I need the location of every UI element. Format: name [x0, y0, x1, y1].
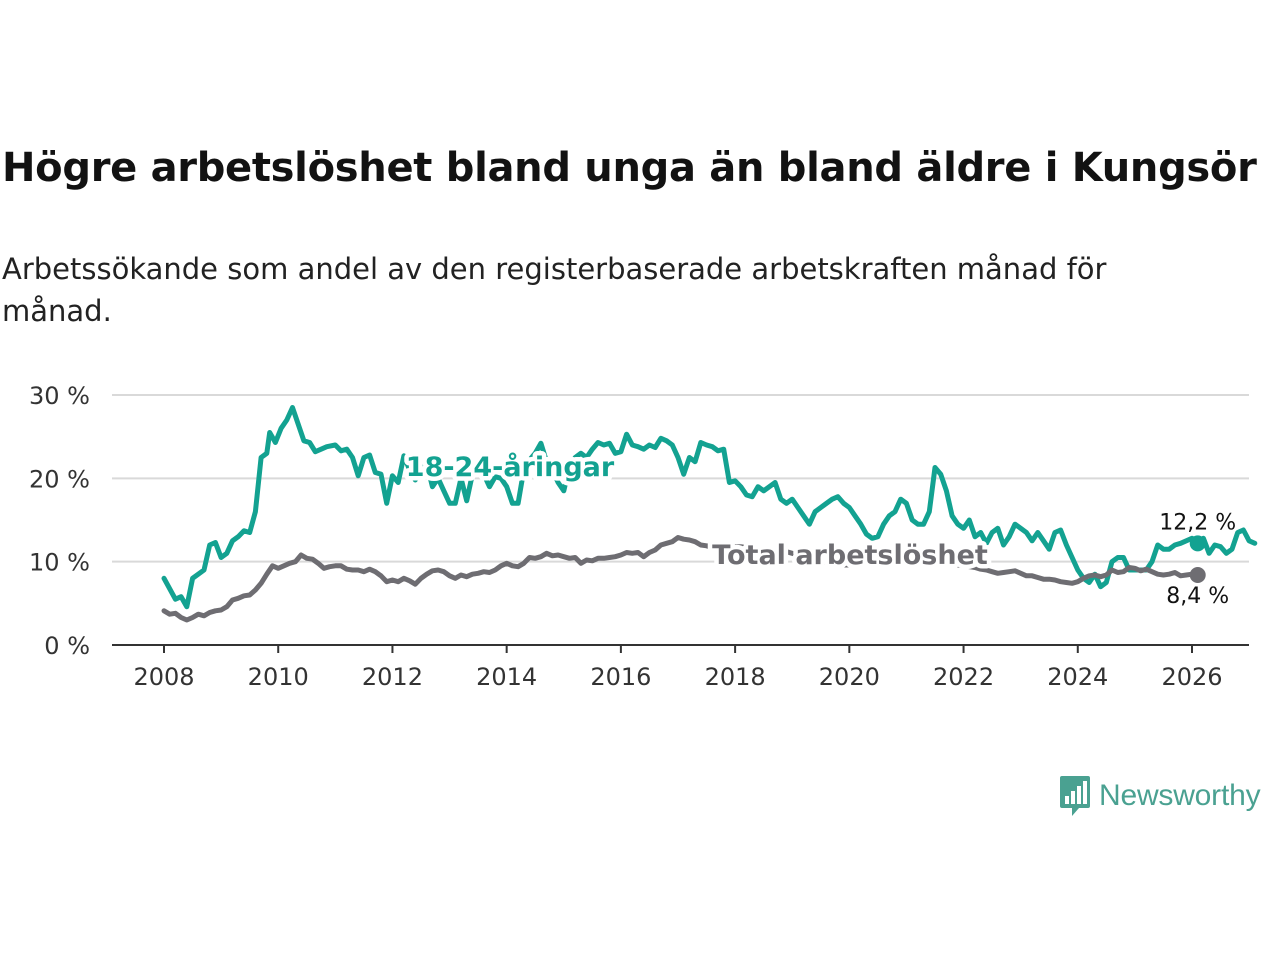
y-tick-label: 10 %: [29, 549, 90, 577]
x-tick-label: 2026: [1161, 663, 1222, 691]
end-value-youth: 12,2 %: [1159, 510, 1236, 535]
newsworthy-logo-icon: [1060, 776, 1090, 816]
x-tick-label: 2018: [705, 663, 766, 691]
x-tick-label: 2016: [590, 663, 651, 691]
end-dot-total: [1189, 567, 1206, 583]
newsworthy-brand: Newsworthy: [1059, 774, 1261, 818]
chart-subtitle: Arbetssökande som andel av den registerb…: [2, 252, 1107, 328]
y-tick-label: 30 %: [29, 382, 90, 410]
x-tick-label: 2014: [476, 663, 537, 691]
series-lines: [161, 405, 1258, 623]
x-tick-label: 2008: [133, 663, 194, 691]
chart-title: Högre arbetslöshet bland unga än bland ä…: [2, 145, 1257, 191]
end-dot-youth: [1189, 535, 1206, 552]
gridlines: [112, 394, 1249, 563]
series-labels: 12,2 % 8,4 % 18-24-åringar Total arbetslösh…: [401, 447, 1239, 613]
brand-name: Newsworthy: [1099, 779, 1261, 812]
x-tick-label: 2024: [1047, 663, 1108, 691]
series-line-total: [161, 535, 1201, 623]
x-tick-label: 2022: [933, 663, 994, 691]
x-tick-label: 2020: [819, 663, 880, 691]
y-tick-label: 20 %: [29, 465, 90, 493]
x-tick-label: 2012: [362, 663, 423, 691]
x-tick-label: 2010: [248, 663, 309, 691]
end-value-total: 8,4 %: [1166, 584, 1229, 609]
y-tick-label: 0 %: [44, 632, 90, 660]
y-axis: 0 % 10 % 20 % 30 %: [29, 382, 90, 660]
series-label-youth: 18-24-åringar: [406, 451, 615, 483]
series-label-total: Total arbetslöshet: [712, 540, 988, 571]
series-line-youth: [161, 405, 1258, 610]
x-axis: 2008 2010 2012 2014 2016 2018 2020 2022 2024 2026: [112, 644, 1249, 691]
